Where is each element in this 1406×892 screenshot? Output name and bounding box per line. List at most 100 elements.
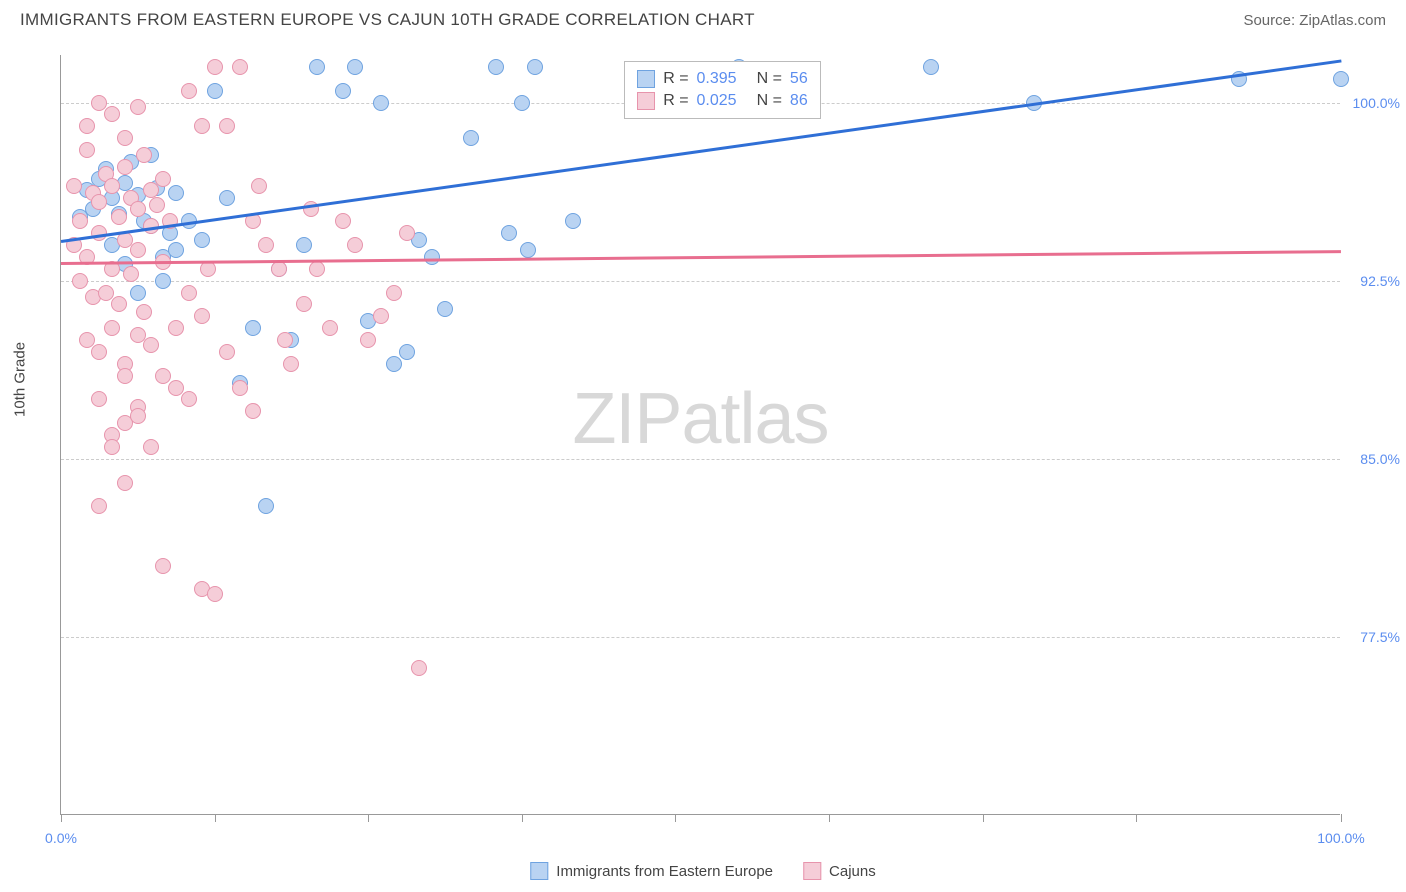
watermark: ZIPatlas <box>572 378 828 460</box>
stat-n-label: N = <box>757 92 782 110</box>
scatter-point <box>130 242 146 258</box>
scatter-point <box>335 83 351 99</box>
bottom-legend: Immigrants from Eastern Europe Cajuns <box>530 862 875 880</box>
stat-r-value: 0.025 <box>697 92 737 110</box>
scatter-point <box>271 261 287 277</box>
scatter-point <box>386 285 402 301</box>
scatter-point <box>117 368 133 384</box>
scatter-point <box>98 285 114 301</box>
legend-swatch <box>637 92 655 110</box>
gridline <box>61 281 1340 282</box>
scatter-point <box>245 320 261 336</box>
scatter-point <box>181 83 197 99</box>
legend-swatch <box>530 862 548 880</box>
scatter-point <box>251 178 267 194</box>
scatter-point <box>923 59 939 75</box>
scatter-point <box>527 59 543 75</box>
scatter-point <box>399 225 415 241</box>
x-tick <box>61 814 62 822</box>
scatter-point <box>347 237 363 253</box>
scatter-point <box>130 408 146 424</box>
scatter-point <box>104 178 120 194</box>
stat-n-value: 56 <box>790 70 808 88</box>
x-tick <box>675 814 676 822</box>
x-tick <box>983 814 984 822</box>
scatter-point <box>296 296 312 312</box>
gridline <box>61 637 1340 638</box>
scatter-point <box>155 273 171 289</box>
scatter-point <box>91 344 107 360</box>
scatter-point <box>136 304 152 320</box>
scatter-point <box>219 118 235 134</box>
scatter-point <box>514 95 530 111</box>
scatter-point <box>245 403 261 419</box>
legend-swatch <box>637 70 655 88</box>
scatter-point <box>283 356 299 372</box>
scatter-point <box>117 130 133 146</box>
scatter-point <box>207 586 223 602</box>
correlation-legend: R = 0.395N = 56R = 0.025N = 86 <box>624 61 821 119</box>
scatter-point <box>194 308 210 324</box>
scatter-point <box>373 95 389 111</box>
scatter-point <box>565 213 581 229</box>
scatter-point <box>463 130 479 146</box>
scatter-point <box>386 356 402 372</box>
scatter-point <box>91 498 107 514</box>
scatter-point <box>79 118 95 134</box>
legend-item: Cajuns <box>803 862 876 880</box>
scatter-point <box>155 171 171 187</box>
scatter-point <box>347 59 363 75</box>
scatter-point <box>258 237 274 253</box>
x-tick <box>1341 814 1342 822</box>
scatter-point <box>66 178 82 194</box>
scatter-point <box>143 439 159 455</box>
y-tick-label: 77.5% <box>1345 629 1400 645</box>
scatter-point <box>207 59 223 75</box>
x-tick <box>368 814 369 822</box>
scatter-point <box>168 242 184 258</box>
legend-item: Immigrants from Eastern Europe <box>530 862 773 880</box>
scatter-point <box>181 285 197 301</box>
stat-r-value: 0.395 <box>697 70 737 88</box>
scatter-point <box>411 660 427 676</box>
scatter-point <box>111 209 127 225</box>
y-tick-label: 100.0% <box>1345 95 1400 111</box>
scatter-point <box>1333 71 1349 87</box>
y-tick-label: 92.5% <box>1345 273 1400 289</box>
correlation-row: R = 0.025N = 86 <box>637 90 808 112</box>
legend-label: Immigrants from Eastern Europe <box>556 863 773 880</box>
gridline <box>61 459 1340 460</box>
chart-area: ZIPatlas 77.5%85.0%92.5%100.0%0.0%100.0%… <box>60 55 1340 815</box>
scatter-point <box>181 391 197 407</box>
scatter-point <box>130 99 146 115</box>
scatter-point <box>111 296 127 312</box>
scatter-point <box>149 197 165 213</box>
scatter-point <box>309 261 325 277</box>
scatter-point <box>168 380 184 396</box>
x-tick-label: 100.0% <box>1317 830 1364 846</box>
legend-label: Cajuns <box>829 863 876 880</box>
x-tick <box>522 814 523 822</box>
scatter-point <box>136 147 152 163</box>
header: IMMIGRANTS FROM EASTERN EUROPE VS CAJUN … <box>0 0 1406 38</box>
chart-title: IMMIGRANTS FROM EASTERN EUROPE VS CAJUN … <box>20 10 755 30</box>
scatter-point <box>155 368 171 384</box>
stat-r-label: R = <box>663 70 688 88</box>
x-tick-label: 0.0% <box>45 830 77 846</box>
scatter-point <box>143 337 159 353</box>
scatter-point <box>72 273 88 289</box>
scatter-point <box>194 118 210 134</box>
scatter-point <box>219 190 235 206</box>
scatter-point <box>309 59 325 75</box>
legend-swatch <box>803 862 821 880</box>
scatter-point <box>399 344 415 360</box>
scatter-point <box>104 439 120 455</box>
scatter-point <box>232 59 248 75</box>
scatter-point <box>232 380 248 396</box>
scatter-point <box>117 475 133 491</box>
x-tick <box>829 814 830 822</box>
scatter-point <box>79 142 95 158</box>
scatter-point <box>424 249 440 265</box>
scatter-point <box>117 159 133 175</box>
stat-n-value: 86 <box>790 92 808 110</box>
